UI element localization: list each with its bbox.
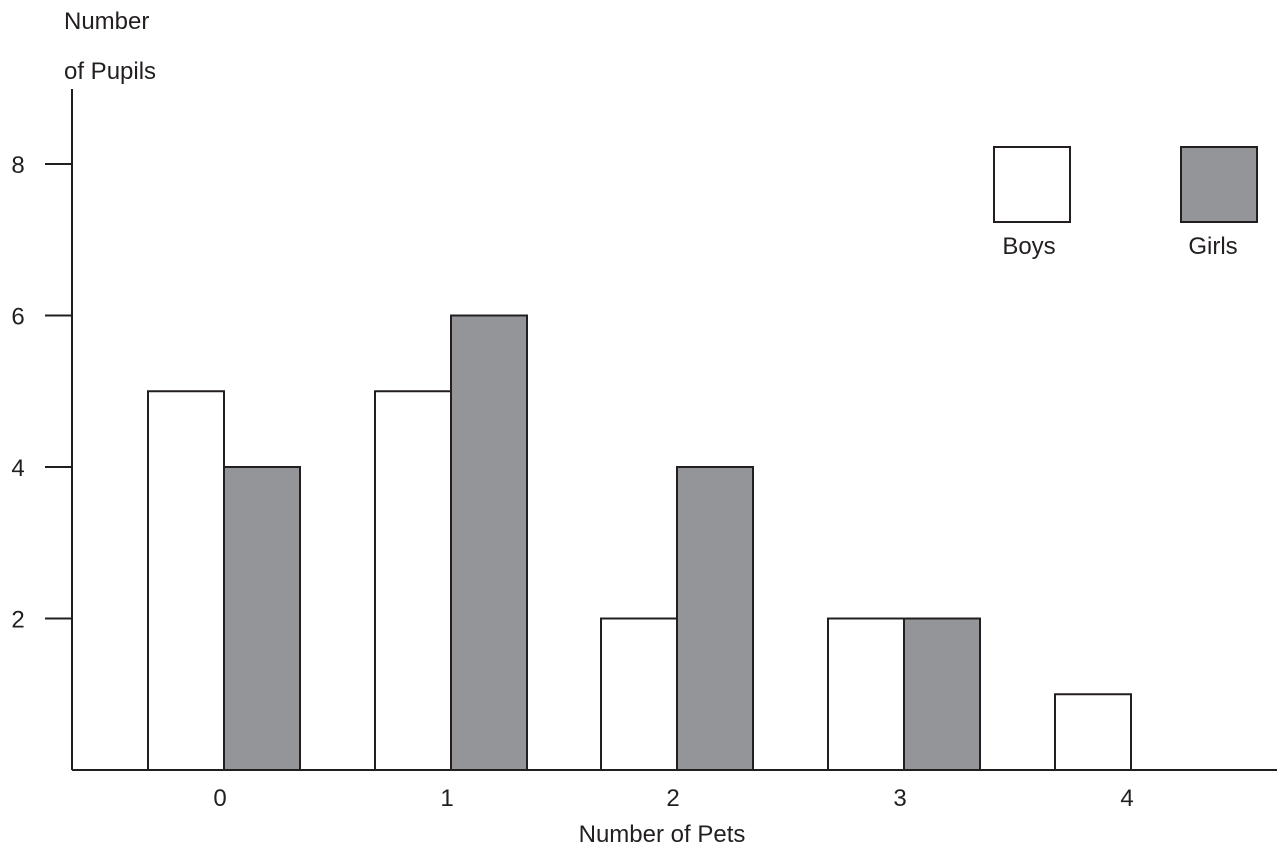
- y-tick-label-4: 4: [11, 455, 24, 482]
- bar-girls-3: [903, 617, 981, 771]
- bar-girls-2: [676, 466, 754, 771]
- bar-boys-4: [1054, 693, 1132, 771]
- bar-girls-0: [223, 466, 301, 771]
- y-tick-label-6: 6: [11, 304, 24, 331]
- bar-boys-2: [600, 617, 678, 771]
- bar-girls-1: [450, 314, 528, 771]
- bar-boys-3: [827, 617, 905, 771]
- y-tick-label-2: 2: [11, 607, 24, 634]
- legend: Boys Girls: [993, 146, 1258, 260]
- bar-boys-0: [147, 390, 225, 771]
- legend-swatch-boys: [993, 146, 1071, 223]
- legend-label-girls: Girls: [1188, 233, 1237, 260]
- legend-swatch-girls: [1180, 146, 1258, 223]
- x-tick-label-0: 0: [213, 785, 226, 812]
- y-axis-title-line1: Number: [64, 8, 149, 35]
- x-axis-title: Number of Pets: [579, 821, 746, 848]
- x-tick-label-2: 2: [666, 785, 679, 812]
- legend-label-boys: Boys: [1002, 233, 1055, 260]
- x-tick-label-4: 4: [1120, 785, 1133, 812]
- y-tick-label-8: 8: [11, 152, 24, 179]
- bars-group: [147, 314, 1132, 771]
- x-tick-label-3: 3: [893, 785, 906, 812]
- x-ticks-group: 0 1 2 3 4: [213, 785, 1133, 812]
- y-ticks-group: 2 4 6 8: [11, 152, 72, 634]
- x-tick-label-1: 1: [440, 785, 453, 812]
- bar-boys-1: [374, 390, 452, 771]
- y-axis-title-line2: of Pupils: [64, 58, 156, 85]
